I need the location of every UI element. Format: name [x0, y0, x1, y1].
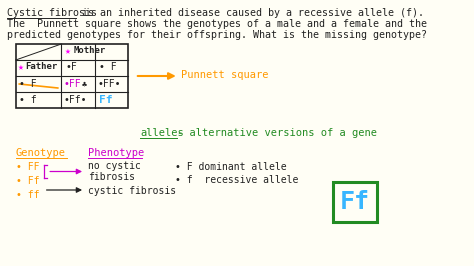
Text: - alternative versions of a gene: - alternative versions of a gene	[177, 128, 377, 138]
Text: predicted genotypes for their offspring. What is the missing genotype?: predicted genotypes for their offspring.…	[7, 30, 427, 40]
Text: ★: ★	[65, 46, 71, 56]
Text: is an inherited disease caused by a recessive allele (f).: is an inherited disease caused by a rece…	[76, 8, 424, 18]
Text: Phenotype: Phenotype	[88, 148, 144, 158]
Text: • f: • f	[19, 95, 37, 105]
Text: • f  recessive allele: • f recessive allele	[175, 175, 299, 185]
Text: alleles: alleles	[140, 128, 184, 138]
Text: fibrosis: fibrosis	[88, 172, 135, 182]
Text: Mother: Mother	[73, 46, 106, 55]
Text: • F dominant allele: • F dominant allele	[175, 162, 287, 172]
Text: •Ff•: •Ff•	[64, 95, 87, 105]
Text: Genotype: Genotype	[16, 148, 66, 158]
Text: •FF•: •FF•	[97, 79, 121, 89]
Text: •F: •F	[66, 62, 77, 72]
Text: Ff: Ff	[340, 190, 370, 214]
Text: The  Punnett square shows the genotypes of a male and a female and the: The Punnett square shows the genotypes o…	[7, 19, 427, 29]
Text: Father: Father	[26, 62, 58, 71]
Text: Ff: Ff	[99, 95, 112, 105]
Text: cystic fibrosis: cystic fibrosis	[88, 186, 176, 196]
Text: • ff: • ff	[16, 190, 39, 200]
Bar	[16, 44, 128, 108]
Text: • F: • F	[99, 62, 117, 72]
Text: ♣: ♣	[82, 79, 86, 88]
Text: • F: • F	[19, 79, 37, 89]
Text: • FF: • FF	[16, 162, 39, 172]
Bar	[333, 182, 377, 222]
Text: no cystic: no cystic	[88, 161, 140, 171]
Text: •FF: •FF	[64, 79, 82, 89]
Text: ★: ★	[18, 62, 23, 72]
Text: Cystic fibrosis: Cystic fibrosis	[7, 8, 97, 18]
Text: Punnett square: Punnett square	[181, 70, 269, 80]
Text: • Ff: • Ff	[16, 176, 39, 186]
